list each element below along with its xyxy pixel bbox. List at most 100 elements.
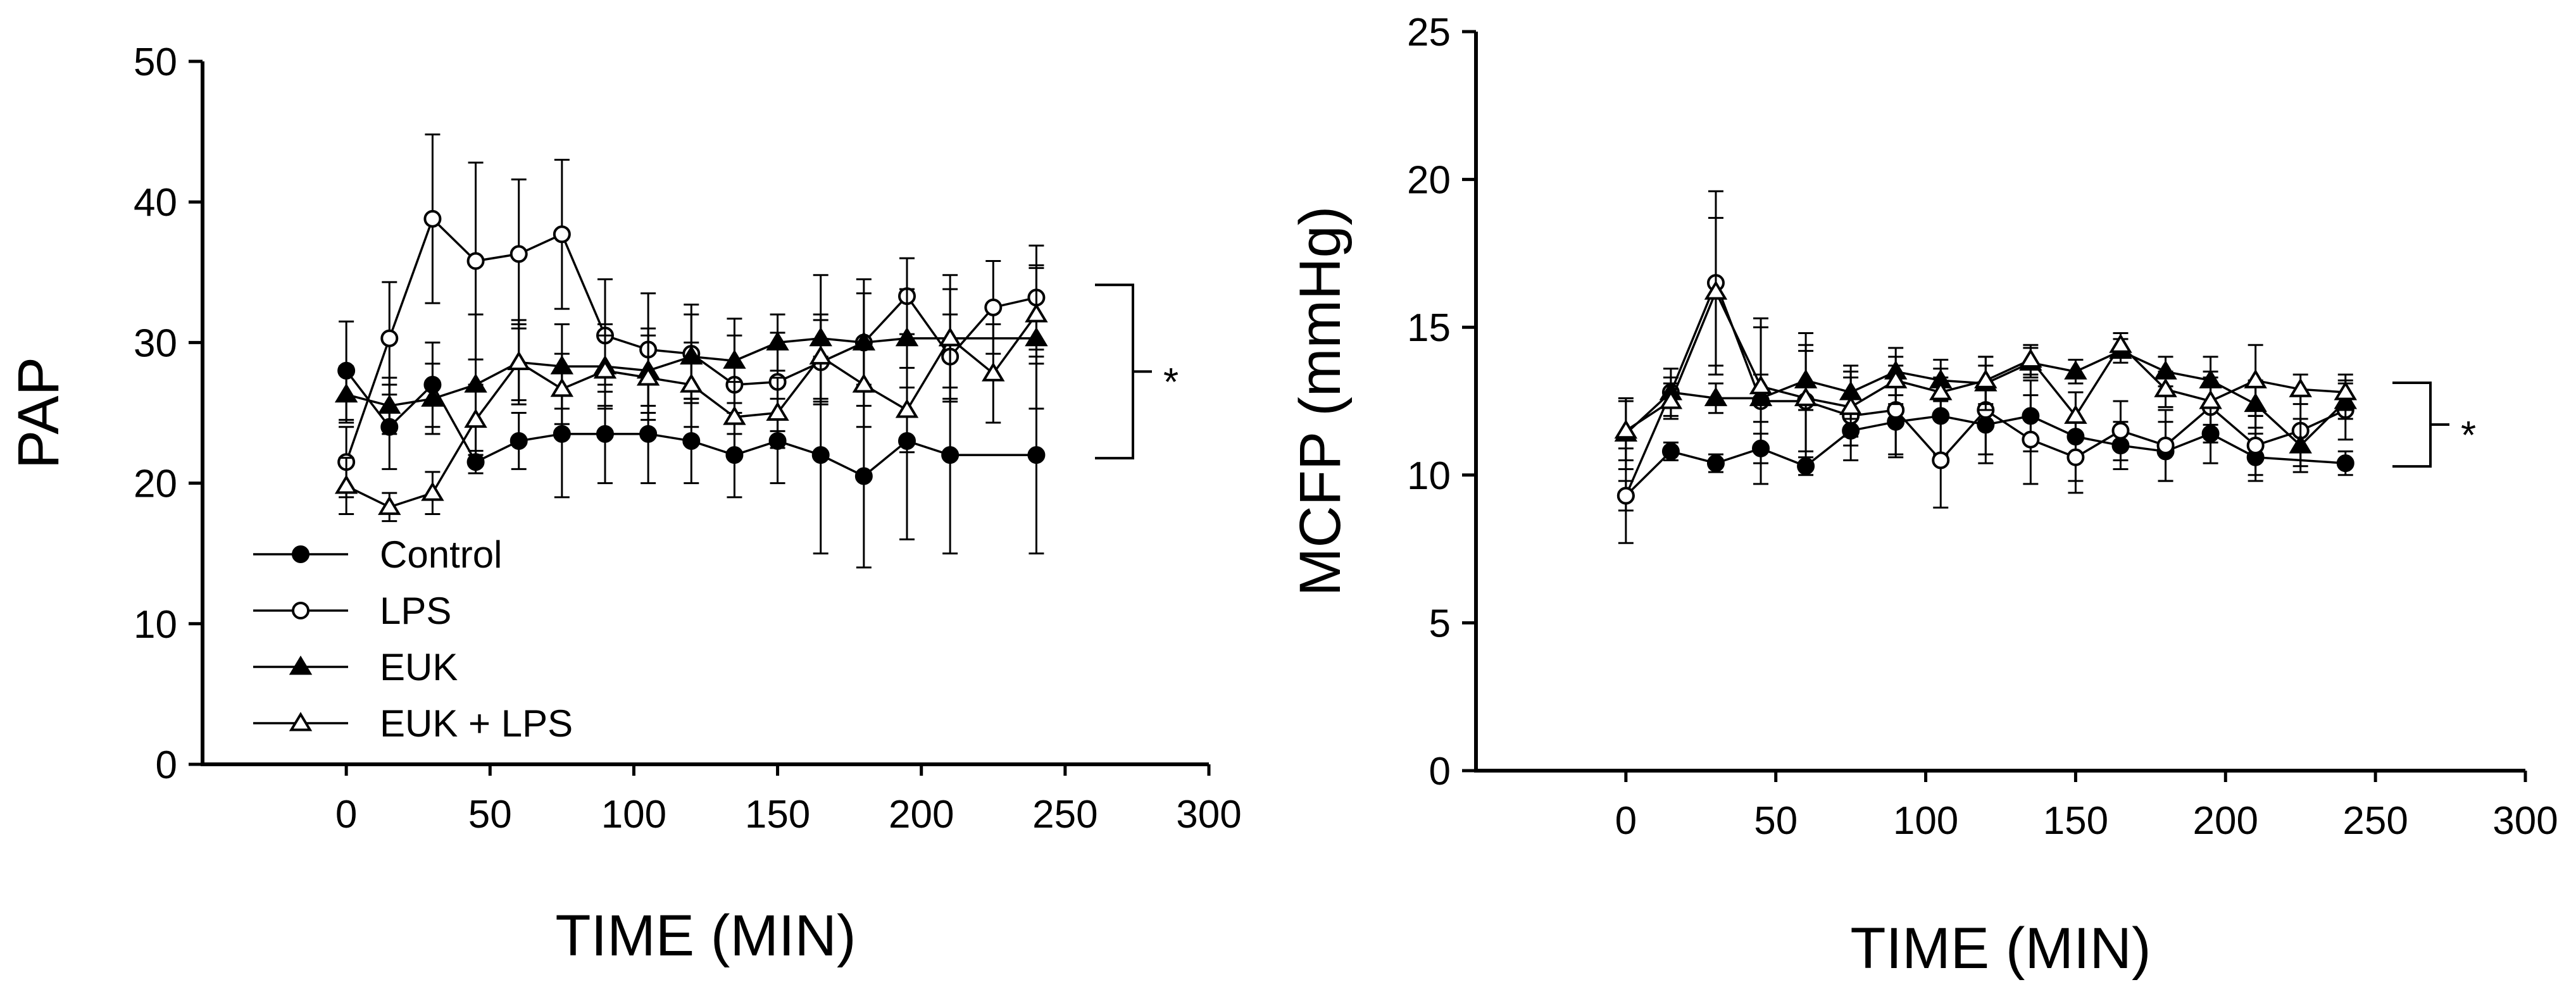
data-point xyxy=(2154,378,2177,397)
legend-label: EUK xyxy=(380,646,458,688)
mcfp-x-tick-label: 100 xyxy=(1893,799,1958,843)
data-point xyxy=(421,387,444,407)
data-point xyxy=(766,331,789,351)
mcfp-y-tick-label: 0 xyxy=(1429,750,1451,793)
data-point xyxy=(766,401,789,421)
mcfp-y-axis-title: MCFP (mmHg) xyxy=(1288,206,1353,597)
legend-marker xyxy=(292,602,309,619)
legend-label: EUK + LPS xyxy=(380,702,573,745)
data-point xyxy=(1704,387,1728,406)
data-point xyxy=(2066,448,2085,466)
pap-y-tick-label: 50 xyxy=(134,40,177,84)
significance-star: * xyxy=(2461,414,2476,457)
data-point xyxy=(1659,390,1683,409)
data-point xyxy=(811,446,830,464)
data-point xyxy=(466,252,485,270)
legend-marker xyxy=(292,545,309,563)
data-point xyxy=(1839,395,1863,415)
data-point xyxy=(1974,369,1998,388)
pap-y-axis-title: PAP xyxy=(6,357,71,469)
pap-x-tick-label: 250 xyxy=(1032,793,1097,836)
pap-y-tick-label: 20 xyxy=(134,463,177,506)
mcfp-y-tick-label: 5 xyxy=(1429,602,1451,645)
data-point xyxy=(984,298,1003,316)
series-line xyxy=(346,337,1037,407)
data-point xyxy=(510,432,528,450)
data-point xyxy=(1884,369,1908,388)
data-point xyxy=(510,245,528,263)
mcfp-significance-bracket: * xyxy=(2392,381,2476,468)
mcfp-y-tick-label: 15 xyxy=(1407,306,1451,350)
legend-marker xyxy=(289,655,313,675)
data-point xyxy=(1749,375,1773,395)
pap-significance-bracket: * xyxy=(1095,283,1179,460)
bracket-line xyxy=(2392,381,2432,468)
legend-marker xyxy=(289,712,313,731)
data-point xyxy=(852,373,876,393)
mcfp-x-tick-label: 50 xyxy=(1754,799,1798,843)
pap-legend: Control LPS EUK EUK + LPS xyxy=(253,533,573,745)
mcfp-x-tick-label: 200 xyxy=(2193,799,2258,843)
data-point xyxy=(421,481,444,501)
data-point xyxy=(378,495,401,515)
data-point xyxy=(723,406,746,425)
data-point xyxy=(2111,421,2130,440)
pap-y-tick-label: 30 xyxy=(134,321,177,365)
data-point xyxy=(1025,303,1048,323)
data-point xyxy=(895,326,919,347)
data-point xyxy=(2199,390,2222,409)
mcfp-x-tick-label: 150 xyxy=(2043,799,2108,843)
data-point xyxy=(2156,437,2175,455)
mcfp-x-tick-label: 250 xyxy=(2342,799,2408,843)
pap-x-tick-label: 150 xyxy=(745,793,810,836)
data-point xyxy=(2064,404,2087,424)
bracket-line xyxy=(1095,283,1134,460)
data-point xyxy=(466,453,485,471)
mcfp-y-tick-label: 20 xyxy=(1407,159,1451,202)
pap-x-tick-label: 200 xyxy=(889,793,954,836)
data-point xyxy=(938,326,962,347)
data-point xyxy=(2244,369,2267,388)
data-point xyxy=(809,345,832,365)
data-point xyxy=(553,425,571,443)
mcfp-x-axis-title: TIME (MIN) xyxy=(1850,916,2151,981)
data-point xyxy=(1706,454,1725,473)
data-point xyxy=(380,329,399,347)
data-point xyxy=(1661,442,1680,461)
pap-x-tick-label: 0 xyxy=(335,793,357,836)
data-point xyxy=(2334,381,2358,401)
pap-x-tick-label: 100 xyxy=(601,793,666,836)
significance-star: * xyxy=(1163,361,1179,404)
data-point xyxy=(2022,430,2040,449)
pap-x-tick-label: 300 xyxy=(1176,793,1241,836)
data-point xyxy=(334,475,358,494)
data-point xyxy=(1794,387,1818,406)
pap-y-tick-label: 0 xyxy=(156,743,177,787)
pap-x-axis-title: TIME (MIN) xyxy=(555,904,856,968)
data-point xyxy=(596,425,614,443)
data-point xyxy=(464,408,487,428)
data-point xyxy=(507,351,530,371)
legend-label: Control xyxy=(380,533,502,576)
data-point xyxy=(982,362,1005,382)
data-point xyxy=(334,383,358,403)
data-point xyxy=(680,373,703,393)
mcfp-x-tick-label: 300 xyxy=(2492,799,2558,843)
mcfp-x-tick-label: 0 xyxy=(1615,799,1637,843)
data-point xyxy=(2109,333,2132,353)
data-point xyxy=(2064,360,2087,380)
data-point xyxy=(423,209,442,228)
data-point xyxy=(1027,446,1046,464)
data-point xyxy=(2019,348,2042,368)
mcfp-series-euk-lps xyxy=(1614,216,2358,461)
data-point xyxy=(1932,451,1950,469)
data-point xyxy=(2289,434,2312,454)
pap-series-euk-lps xyxy=(334,264,1048,523)
pap-y-tick-label: 10 xyxy=(134,603,177,647)
pap-y-tick-label: 40 xyxy=(134,181,177,225)
legend-label: LPS xyxy=(380,590,451,632)
data-point xyxy=(1929,381,1953,401)
data-point xyxy=(941,446,960,464)
data-point xyxy=(723,349,746,369)
